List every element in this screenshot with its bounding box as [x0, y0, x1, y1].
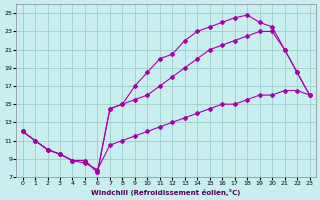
X-axis label: Windchill (Refroidissement éolien,°C): Windchill (Refroidissement éolien,°C) — [92, 189, 241, 196]
